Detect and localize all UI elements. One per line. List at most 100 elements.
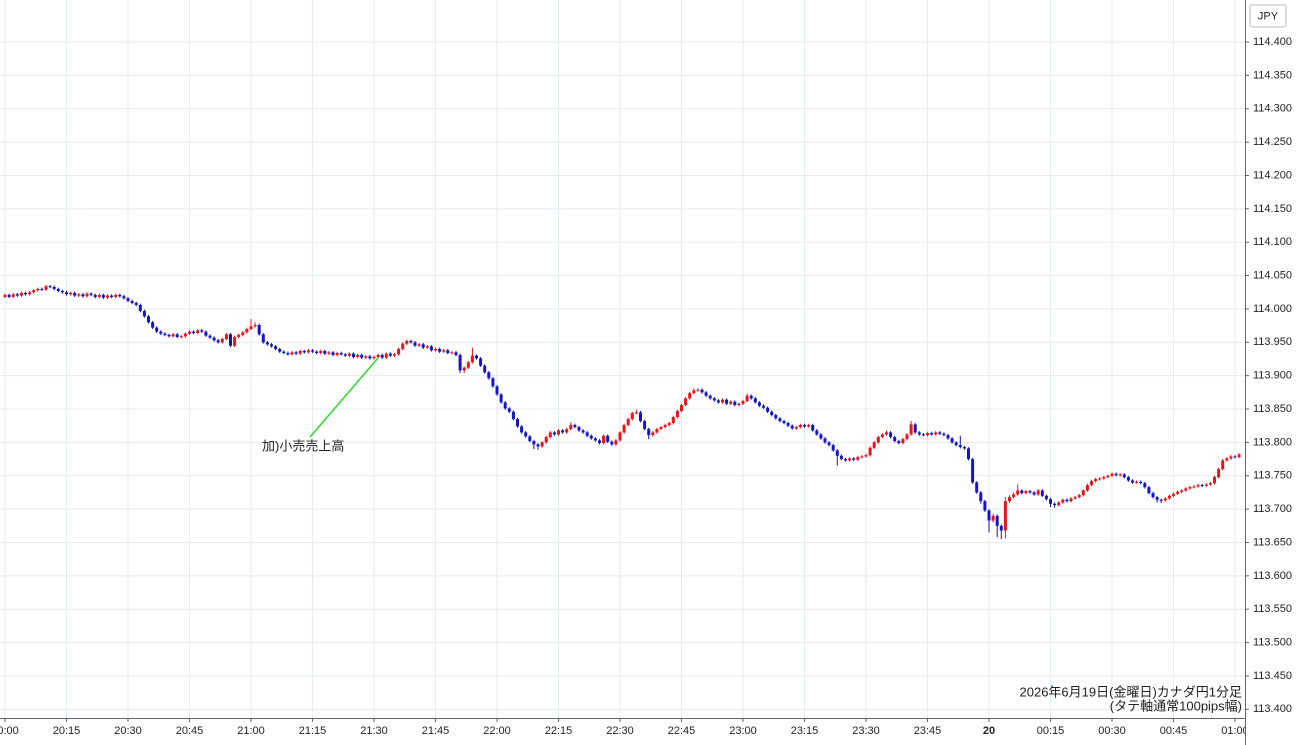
candle-body — [958, 445, 962, 448]
candle-body — [495, 386, 499, 395]
candle-body — [622, 425, 626, 433]
candle-body — [729, 401, 733, 404]
candle-body — [1143, 483, 1147, 488]
candle-body — [237, 334, 241, 337]
candle-body — [282, 351, 286, 353]
candle-body — [384, 353, 388, 358]
annotation-line — [309, 357, 379, 438]
candle-body — [216, 340, 220, 343]
y-tick-label: 114.050 — [1253, 269, 1292, 281]
candle-body — [593, 438, 597, 441]
x-tick-label: 22:00 — [483, 725, 511, 737]
candle-body — [725, 399, 729, 404]
candle-body — [1122, 474, 1126, 478]
candle-body — [889, 432, 893, 438]
candle-body — [1126, 477, 1130, 481]
candle-body — [28, 292, 32, 295]
candle-body — [1221, 460, 1225, 470]
candle-body — [106, 295, 109, 298]
candle-body — [938, 432, 942, 434]
candle-body — [265, 342, 269, 345]
candle-body — [286, 352, 290, 355]
candle-body — [954, 442, 958, 446]
candle-body — [1188, 487, 1192, 489]
candle-body — [491, 378, 495, 387]
candle-body — [634, 412, 638, 414]
candle-body — [409, 340, 413, 343]
candle-body — [319, 350, 323, 353]
candle-body — [24, 292, 27, 295]
candle-body — [1081, 490, 1085, 496]
candle-body — [671, 417, 675, 424]
candle-body — [405, 340, 409, 344]
y-tick-label: 114.300 — [1253, 103, 1292, 115]
candle-body — [868, 447, 872, 456]
candle-body — [794, 427, 798, 429]
candle-body — [926, 433, 929, 436]
x-tick-label: 00:30 — [1098, 725, 1126, 737]
candle-body — [298, 350, 302, 354]
candle-body — [1053, 503, 1057, 506]
candle-body — [1184, 488, 1188, 491]
candle-body — [1204, 484, 1208, 486]
candle-body — [618, 432, 622, 441]
candle-body — [11, 294, 15, 297]
candle-body — [1147, 487, 1151, 494]
candle-body — [815, 430, 819, 435]
candle-body — [803, 425, 806, 427]
candle-body — [544, 437, 548, 443]
candle-body — [1237, 454, 1241, 458]
candle-body — [1024, 491, 1028, 494]
candle-body — [626, 419, 630, 426]
y-tick-label: 114.400 — [1253, 36, 1292, 48]
candle-body — [1139, 481, 1143, 484]
candle-body — [3, 294, 7, 297]
candle-body — [581, 430, 585, 433]
candle-body — [179, 336, 183, 338]
x-axis: 20:00 20:15 20:30 20:45 21:00 21:15 21:30 21:45… — [0, 718, 1249, 737]
candle-body — [163, 333, 167, 335]
candle-body — [606, 435, 610, 442]
candle-body — [118, 294, 122, 297]
candle-body — [565, 429, 569, 433]
candle-body — [774, 415, 778, 419]
candle-body — [1135, 481, 1139, 483]
x-tick-label: 01:00 — [1221, 725, 1249, 737]
candle-body — [757, 402, 761, 406]
candle-body — [327, 352, 331, 354]
candle-body — [1233, 456, 1237, 458]
candle-body — [630, 413, 634, 420]
candle-body — [294, 352, 298, 354]
x-tick-label: 21:15 — [299, 725, 327, 737]
candle-body — [52, 286, 56, 289]
candle-body — [126, 298, 130, 301]
candle-body — [1008, 497, 1011, 502]
candle-body — [770, 411, 774, 416]
x-tick-label: 20:00 — [0, 725, 19, 737]
candle-body — [647, 429, 651, 436]
candle-body — [171, 334, 175, 337]
currency-box — [1249, 4, 1287, 28]
candle-body — [290, 352, 294, 355]
candle-body — [782, 421, 786, 424]
candle-body — [65, 292, 68, 295]
y-tick-label: 113.650 — [1253, 536, 1292, 548]
candle-body — [220, 338, 224, 343]
candle-body — [188, 331, 191, 334]
x-tick-label: 00:15 — [1037, 725, 1065, 737]
candle-body — [446, 350, 450, 353]
candle-body — [524, 432, 528, 437]
candle-body — [983, 501, 987, 511]
candle-body — [807, 425, 811, 427]
candle-body — [159, 331, 163, 334]
candle-body — [196, 330, 200, 333]
x-tick-label: 21:45 — [422, 725, 450, 737]
y-tick-label: 113.400 — [1253, 703, 1292, 715]
candle-body — [130, 300, 134, 303]
candle-body — [573, 425, 577, 428]
candle-body — [421, 344, 425, 348]
candle-body — [122, 296, 126, 299]
candle-body — [1061, 499, 1065, 503]
candle-body — [897, 441, 901, 444]
candle-body — [893, 437, 897, 442]
